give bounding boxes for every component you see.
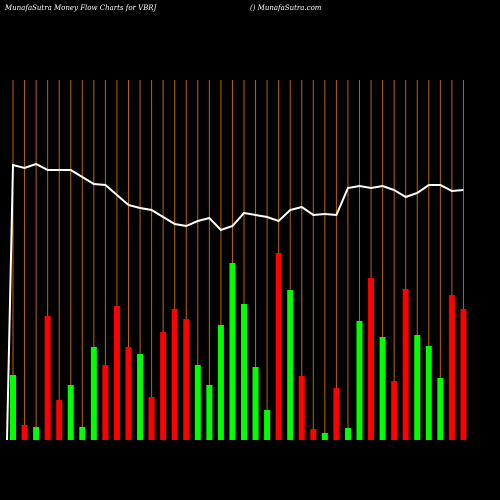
- bar: [79, 427, 86, 440]
- bar: [90, 347, 97, 440]
- bar: [67, 385, 74, 440]
- bar: [460, 309, 467, 440]
- bar: [287, 290, 294, 440]
- bar: [113, 306, 120, 440]
- bar: [333, 388, 340, 440]
- bar: [437, 378, 444, 440]
- bar: [229, 263, 236, 440]
- bar: [391, 381, 398, 440]
- bar: [194, 365, 201, 440]
- bar: [414, 335, 421, 440]
- bar: [344, 428, 351, 440]
- bar: [183, 319, 190, 440]
- chart-subtitle: () MunafaSutra.com: [250, 4, 322, 12]
- bar: [160, 332, 167, 440]
- bar: [379, 337, 386, 440]
- bar: [264, 410, 271, 440]
- bar: [217, 325, 224, 440]
- bar: [298, 376, 305, 440]
- money-flow-line: [6, 162, 464, 441]
- bar: [425, 346, 432, 440]
- bar: [448, 295, 455, 440]
- bar: [21, 425, 28, 440]
- bar: [171, 309, 178, 440]
- bar: [310, 429, 317, 440]
- bar: [10, 375, 16, 440]
- bar: [321, 433, 328, 440]
- bar: [137, 354, 144, 440]
- bar: [148, 397, 155, 440]
- bar: [402, 289, 409, 440]
- chart-title: MunafaSutra Money Flow Charts for VBRJ: [4, 4, 158, 12]
- bar: [56, 400, 63, 440]
- bar: [33, 427, 40, 440]
- bar: [44, 316, 51, 440]
- bar: [241, 304, 247, 440]
- bar: [206, 385, 213, 440]
- bar: [252, 367, 259, 440]
- bar: [368, 278, 375, 440]
- bar: [102, 365, 109, 440]
- bar: [125, 347, 132, 440]
- bar: [275, 253, 282, 440]
- bar: [356, 321, 363, 440]
